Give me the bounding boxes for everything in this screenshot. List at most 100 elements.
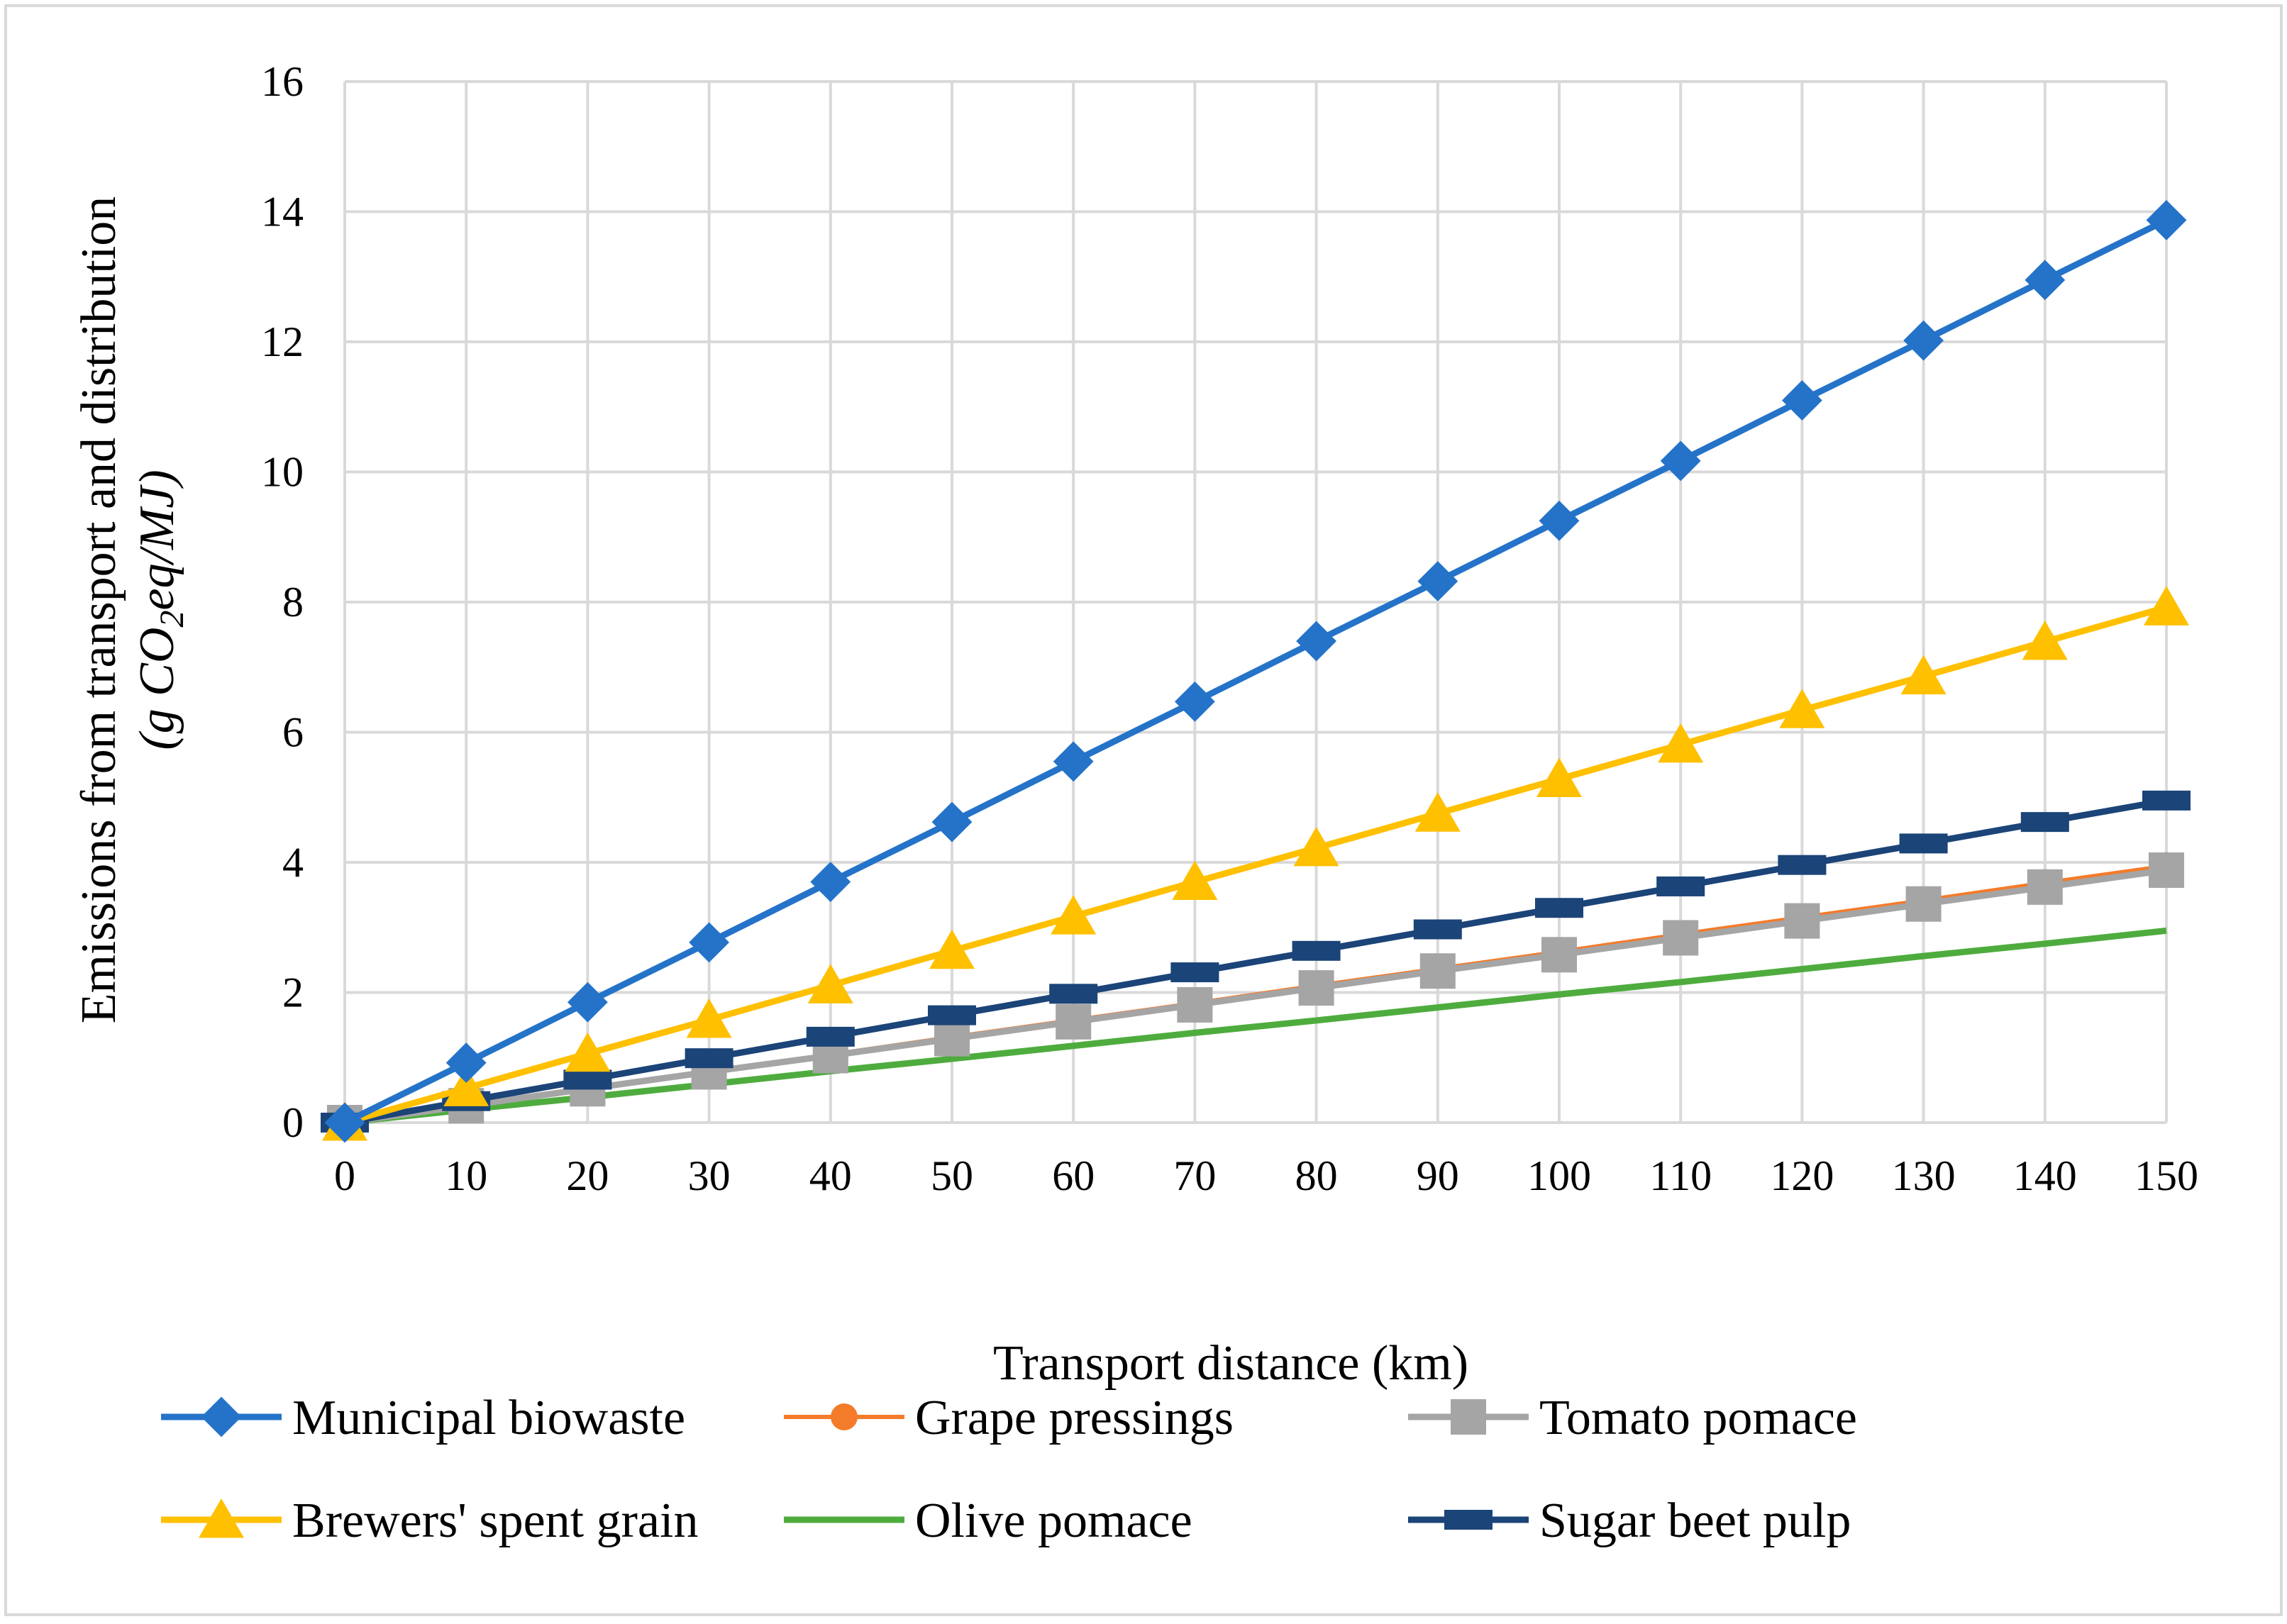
data-point-brewers-spent-grain	[1414, 792, 1461, 832]
x-axis-title: Transport distance (km)	[993, 1336, 1468, 1391]
data-point-municipal-biowaste	[1053, 741, 1094, 782]
x-tick-label: 20	[566, 1152, 609, 1199]
data-point-sugar-beet-pulp	[1656, 876, 1705, 896]
series-brewers-spent-grain	[322, 586, 2189, 1141]
legend-item-brewers-spent-grain: Brewers' spent grain	[161, 1494, 698, 1548]
data-point-municipal-biowaste	[1781, 380, 1822, 421]
data-point-sugar-beet-pulp	[1170, 962, 1219, 983]
data-point-brewers-spent-grain	[686, 999, 732, 1038]
data-point-tomato-pomace	[1298, 970, 1334, 1006]
data-point-sugar-beet-pulp	[1292, 940, 1341, 961]
series-line-municipal-biowaste	[343, 217, 2168, 1126]
x-tick-label: 30	[688, 1152, 731, 1199]
y-axis-title-open: (g CO	[130, 628, 184, 750]
y-axis-title-line1: Emissions from transport and distributio…	[72, 196, 126, 1024]
series-sugar-beet-pulp	[321, 790, 2191, 1133]
y-tick-label: 12	[261, 318, 304, 365]
legend-marker	[1451, 1399, 1486, 1435]
x-tick-label: 110	[1649, 1152, 1712, 1199]
data-point-tomato-pomace	[1541, 937, 1577, 973]
series-line-brewers-spent-grain	[343, 604, 2168, 1126]
data-point-municipal-biowaste	[1903, 320, 1944, 361]
data-point-sugar-beet-pulp	[1778, 855, 1827, 875]
data-point-municipal-biowaste	[1296, 621, 1337, 662]
data-point-tomato-pomace	[1177, 986, 1213, 1023]
data-point-brewers-spent-grain	[1293, 826, 1339, 867]
legend-label: Municipal biowaste	[292, 1391, 685, 1445]
y-axis-title: Emissions from transport and distributio…	[72, 196, 191, 1024]
gridlines	[343, 80, 2168, 1123]
series-line-tomato-pomace	[344, 867, 2167, 1126]
y-tick-label: 4	[282, 839, 304, 886]
x-tick-label: 80	[1295, 1152, 1338, 1199]
x-tick-label: 10	[445, 1152, 487, 1199]
data-point-tomato-pomace	[2149, 852, 2184, 889]
legend-item-sugar-beet-pulp: Sugar beet pulp	[1408, 1494, 1851, 1548]
data-point-municipal-biowaste	[1174, 681, 1215, 722]
data-point-municipal-biowaste	[1539, 500, 1580, 541]
data-point-sugar-beet-pulp	[2020, 812, 2069, 833]
x-tick-label: 130	[1892, 1152, 1956, 1199]
data-point-brewers-spent-grain	[1051, 895, 1097, 935]
data-point-brewers-spent-grain	[2144, 586, 2189, 625]
chart-border	[4, 4, 2283, 1616]
x-tick-label: 50	[931, 1152, 973, 1199]
data-point-brewers-spent-grain	[1172, 860, 1218, 901]
x-tick-label: 60	[1052, 1152, 1095, 1199]
y-tick-label: 6	[282, 709, 304, 756]
y-axis-title-line2: (g CO2eq/MJ)	[130, 469, 191, 750]
x-tick-label: 40	[809, 1152, 852, 1199]
data-point-municipal-biowaste	[1417, 561, 1458, 602]
legend-marker	[199, 1498, 244, 1538]
data-point-brewers-spent-grain	[1536, 757, 1582, 798]
legend-item-grape-pressings: Grape pressings	[784, 1391, 1234, 1445]
legend: Municipal biowaste Grape pressings Tomato …	[161, 1391, 1857, 1548]
legend-marker	[201, 1396, 242, 1437]
data-point-municipal-biowaste	[1660, 440, 1701, 482]
data-point-brewers-spent-grain	[1779, 689, 1825, 728]
data-point-brewers-spent-grain	[1900, 655, 1947, 695]
series-layer	[321, 200, 2191, 1143]
legend-marker	[1444, 1510, 1493, 1530]
data-point-municipal-biowaste	[2146, 200, 2187, 240]
y-tick-label: 14	[261, 189, 304, 235]
data-point-sugar-beet-pulp	[1899, 833, 1948, 854]
legend-label: Tomato pomace	[1539, 1391, 1857, 1445]
legend-label: Grape pressings	[915, 1391, 1234, 1445]
x-tick-label: 150	[2134, 1152, 2198, 1199]
series-line-sugar-beet-pulp	[344, 797, 2167, 1126]
legend-item-municipal-biowaste: Municipal biowaste	[161, 1391, 685, 1445]
data-point-tomato-pomace	[2027, 869, 2063, 905]
x-tick-label: 120	[1770, 1152, 1834, 1199]
x-tick-label: 70	[1173, 1152, 1216, 1199]
data-point-brewers-spent-grain	[929, 929, 975, 969]
data-point-sugar-beet-pulp	[1413, 919, 1462, 940]
data-point-municipal-biowaste	[324, 1102, 365, 1143]
data-point-brewers-spent-grain	[565, 1032, 611, 1072]
x-tick-label: 140	[2013, 1152, 2077, 1199]
series-line-olive-pomace	[344, 927, 2167, 1126]
data-point-tomato-pomace	[934, 1020, 970, 1057]
y-axis-title-close: eq/MJ)	[130, 469, 184, 610]
data-point-sugar-beet-pulp	[806, 1026, 855, 1047]
data-point-municipal-biowaste	[445, 1042, 487, 1084]
data-point-sugar-beet-pulp	[563, 1069, 612, 1090]
data-point-tomato-pomace	[1663, 920, 1699, 956]
data-point-tomato-pomace	[1905, 886, 1942, 922]
legend-marker	[831, 1403, 858, 1430]
data-point-sugar-beet-pulp	[928, 1005, 976, 1025]
data-point-sugar-beet-pulp	[2142, 790, 2191, 811]
series-municipal-biowaste	[324, 200, 2187, 1143]
y-tick-label: 16	[261, 58, 304, 105]
data-point-brewers-spent-grain	[1658, 723, 1704, 763]
data-point-brewers-spent-grain	[443, 1067, 489, 1106]
data-point-municipal-biowaste	[2025, 260, 2066, 301]
x-tick-label: 100	[1527, 1152, 1591, 1199]
legend-item-tomato-pomace: Tomato pomace	[1408, 1391, 1857, 1445]
data-point-municipal-biowaste	[931, 801, 973, 842]
x-tick-label: 90	[1417, 1152, 1459, 1199]
data-point-municipal-biowaste	[567, 981, 608, 1023]
legend-label: Olive pomace	[915, 1494, 1192, 1548]
legend-label: Sugar beet pulp	[1539, 1494, 1851, 1548]
